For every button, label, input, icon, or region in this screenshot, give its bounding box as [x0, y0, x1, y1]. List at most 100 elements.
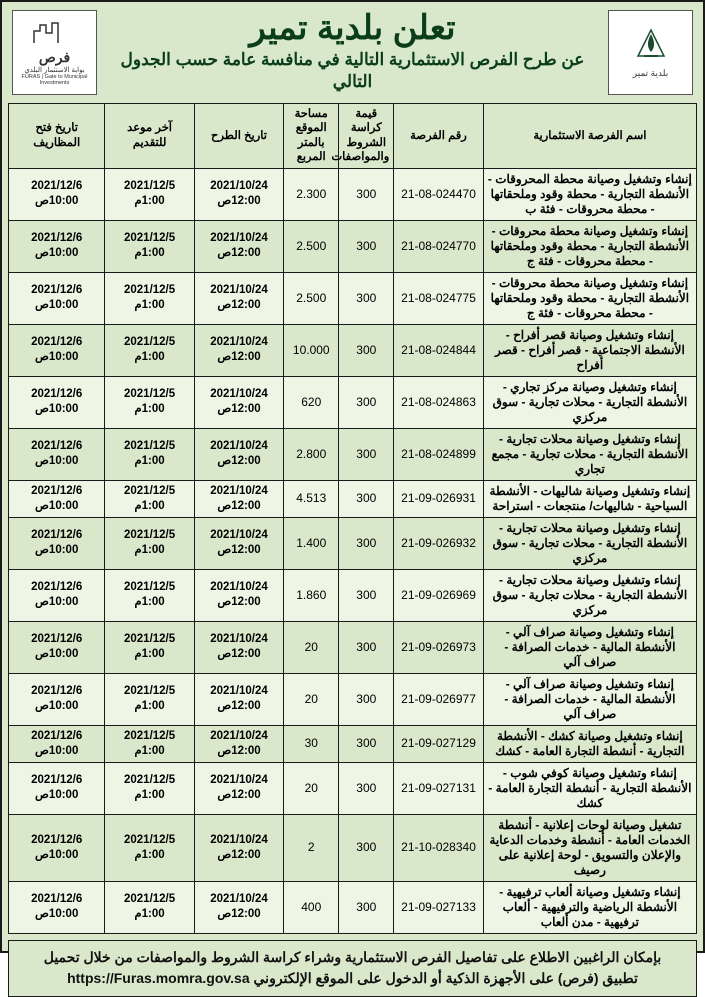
cell-number: 21-09-026977 — [394, 673, 483, 725]
cell-fee: 300 — [339, 220, 394, 272]
cell-date-open: 2021/12/610:00ص — [9, 762, 105, 814]
cell-date-deadline: 2021/12/51:00م — [105, 428, 194, 480]
logo-right: بلدية تمير — [608, 10, 693, 95]
cell-area: 30 — [284, 725, 339, 762]
cell-date-offer: 2021/10/2412:00ص — [194, 881, 283, 933]
cell-date-offer: 2021/10/2412:00ص — [194, 272, 283, 324]
cell-number: 21-09-027133 — [394, 881, 483, 933]
table-row: إنشاء وتشغيل وصيانة محلات تجارية - الأنش… — [9, 428, 697, 480]
cell-date-offer: 2021/10/2412:00ص — [194, 673, 283, 725]
cell-date-deadline: 2021/12/51:00م — [105, 376, 194, 428]
cell-date-offer: 2021/10/2412:00ص — [194, 428, 283, 480]
col-fee: قيمة كراسة الشروط والمواصفات — [339, 104, 394, 169]
col-date2: آخر موعد للتقديم — [105, 104, 194, 169]
cell-name: إنشاء وتشغيل وصيانة صراف آلي - الأنشطة ا… — [483, 673, 696, 725]
cell-fee: 300 — [339, 324, 394, 376]
cell-number: 21-08-024770 — [394, 220, 483, 272]
cell-date-deadline: 2021/12/51:00م — [105, 480, 194, 517]
logo-left: فرص بوابة الاستثمار البلدي FURAS | Gate … — [12, 10, 97, 95]
table-row: إنشاء وتشغيل وصيانة كشك - الأنشطة التجار… — [9, 725, 697, 762]
cell-date-deadline: 2021/12/51:00م — [105, 881, 194, 933]
cell-area: 2.300 — [284, 168, 339, 220]
cell-date-offer: 2021/10/2412:00ص — [194, 725, 283, 762]
cell-fee: 300 — [339, 480, 394, 517]
cell-area: 2.800 — [284, 428, 339, 480]
logo-left-sub2: FURAS | Gate to Municipal Investments — [15, 74, 94, 86]
header: بلدية تمير تعلن بلدية تمير عن طرح الفرص … — [2, 2, 703, 99]
cell-area: 2.500 — [284, 220, 339, 272]
cell-date-deadline: 2021/12/51:00م — [105, 168, 194, 220]
cell-date-offer: 2021/10/2412:00ص — [194, 376, 283, 428]
table-row: تشغيل وصيانة لوحات إعلانية - أنشطة الخدم… — [9, 814, 697, 881]
cell-name: إنشاء وتشغيل وصيانة محلات تجارية - الأنش… — [483, 428, 696, 480]
cell-date-deadline: 2021/12/51:00م — [105, 517, 194, 569]
cell-number: 21-09-027131 — [394, 762, 483, 814]
cell-name: إنشاء وتشغيل وصيانة محطة المحروقات - الأ… — [483, 168, 696, 220]
table-body: إنشاء وتشغيل وصيانة محطة المحروقات - الأ… — [9, 168, 697, 933]
cell-date-offer: 2021/10/2412:00ص — [194, 621, 283, 673]
cell-number: 21-09-026973 — [394, 621, 483, 673]
table-row: إنشاء وتشغيل وصيانة محلات تجارية - الأنش… — [9, 569, 697, 621]
cell-date-deadline: 2021/12/51:00م — [105, 762, 194, 814]
cell-name: إنشاء وتشغيل وصيانة قصر أفراح - الأنشطة … — [483, 324, 696, 376]
cell-area: 2 — [284, 814, 339, 881]
cell-number: 21-08-024899 — [394, 428, 483, 480]
cell-fee: 300 — [339, 428, 394, 480]
cell-date-open: 2021/12/610:00ص — [9, 881, 105, 933]
cell-number: 21-10-028340 — [394, 814, 483, 881]
table-row: إنشاء وتشغيل وصيانة محطة محروقات - الأنش… — [9, 220, 697, 272]
cell-date-open: 2021/12/610:00ص — [9, 814, 105, 881]
col-name: اسم الفرصة الاستثمارية — [483, 104, 696, 169]
cell-date-open: 2021/12/610:00ص — [9, 272, 105, 324]
cell-name: إنشاء وتشغيل وصيانة ألعاب ترفيهية - الأن… — [483, 881, 696, 933]
cell-date-offer: 2021/10/2412:00ص — [194, 569, 283, 621]
cell-date-offer: 2021/10/2412:00ص — [194, 814, 283, 881]
cell-fee: 300 — [339, 376, 394, 428]
cell-number: 21-09-026969 — [394, 569, 483, 621]
cell-name: إنشاء وتشغيل وصيانة محطة محروقات - الأنش… — [483, 220, 696, 272]
cell-fee: 300 — [339, 168, 394, 220]
cell-area: 20 — [284, 621, 339, 673]
announcement-page: بلدية تمير تعلن بلدية تمير عن طرح الفرص … — [0, 0, 705, 953]
cell-area: 20 — [284, 673, 339, 725]
cell-date-deadline: 2021/12/51:00م — [105, 220, 194, 272]
cell-number: 21-08-024863 — [394, 376, 483, 428]
header-center: تعلن بلدية تمير عن طرح الفرص الاستثمارية… — [97, 10, 608, 94]
cell-fee: 300 — [339, 517, 394, 569]
cell-date-open: 2021/12/610:00ص — [9, 324, 105, 376]
cell-fee: 300 — [339, 673, 394, 725]
cell-date-open: 2021/12/610:00ص — [9, 569, 105, 621]
col-num: رقم الفرصة — [394, 104, 483, 169]
cell-name: تشغيل وصيانة لوحات إعلانية - أنشطة الخدم… — [483, 814, 696, 881]
cell-date-deadline: 2021/12/51:00م — [105, 621, 194, 673]
cell-date-deadline: 2021/12/51:00م — [105, 272, 194, 324]
cell-fee: 300 — [339, 569, 394, 621]
cell-date-deadline: 2021/12/51:00م — [105, 814, 194, 881]
cell-area: 2.500 — [284, 272, 339, 324]
cell-date-open: 2021/12/610:00ص — [9, 673, 105, 725]
cell-name: إنشاء وتشغيل وصيانة مركز تجاري - الأنشطة… — [483, 376, 696, 428]
logo-right-caption: بلدية تمير — [633, 68, 668, 79]
cell-name: إنشاء وتشغيل وصيانة شاليهات - الأنشطة ال… — [483, 480, 696, 517]
cell-number: 21-08-024844 — [394, 324, 483, 376]
cell-date-offer: 2021/10/2412:00ص — [194, 762, 283, 814]
table-row: إنشاء وتشغيل وصيانة مركز تجاري - الأنشطة… — [9, 376, 697, 428]
cell-date-deadline: 2021/12/51:00م — [105, 725, 194, 762]
cell-name: إنشاء وتشغيل وصيانة صراف آلي - الأنشطة ا… — [483, 621, 696, 673]
cell-date-open: 2021/12/610:00ص — [9, 517, 105, 569]
cell-area: 400 — [284, 881, 339, 933]
cell-area: 10.000 — [284, 324, 339, 376]
col-date1: تاريخ الطرح — [194, 104, 283, 169]
cell-fee: 300 — [339, 725, 394, 762]
cell-date-open: 2021/12/610:00ص — [9, 621, 105, 673]
footer-line2: تطبيق (فرص) على الأجهزة الذكية أو الدخول… — [254, 970, 638, 986]
table-row: إنشاء وتشغيل وصيانة ألعاب ترفيهية - الأن… — [9, 881, 697, 933]
table-row: إنشاء وتشغيل وصيانة شاليهات - الأنشطة ال… — [9, 480, 697, 517]
cell-fee: 300 — [339, 272, 394, 324]
cell-date-deadline: 2021/12/51:00م — [105, 569, 194, 621]
cell-date-offer: 2021/10/2412:00ص — [194, 168, 283, 220]
subtitle: عن طرح الفرص الاستثمارية التالية في مناف… — [103, 49, 602, 93]
cell-number: 21-08-024775 — [394, 272, 483, 324]
cell-number: 21-08-024470 — [394, 168, 483, 220]
table-header-row: اسم الفرصة الاستثمارية رقم الفرصة قيمة ك… — [9, 104, 697, 169]
